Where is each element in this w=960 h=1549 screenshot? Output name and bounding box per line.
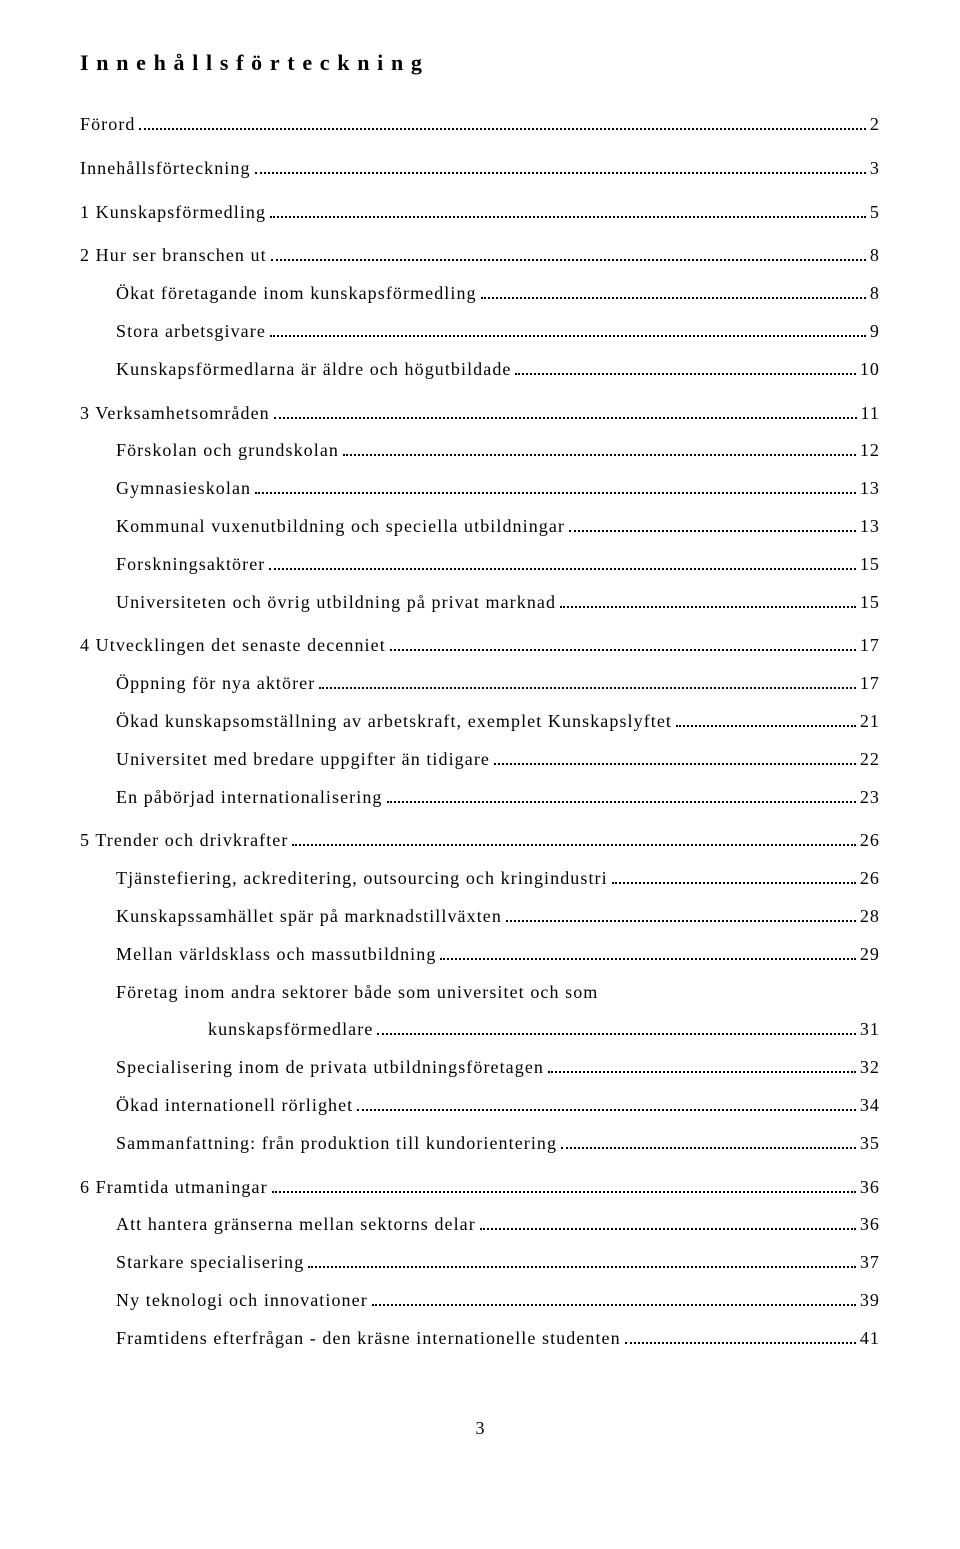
toc-entry-page: 13 <box>860 470 880 508</box>
toc-entry-label: Framtidens efterfrågan - den kräsne inte… <box>116 1320 621 1358</box>
toc-leader-dots <box>270 216 866 218</box>
toc-leader-dots <box>292 844 855 846</box>
toc-entry-page: 12 <box>860 432 880 470</box>
toc-entry-page: 36 <box>860 1206 880 1244</box>
toc-leader-dots <box>271 259 866 261</box>
toc-leader-dots <box>255 172 866 174</box>
toc-entry-page: 26 <box>860 822 880 860</box>
toc-entry-page: 5 <box>870 194 880 232</box>
toc-leader-dots <box>560 606 856 608</box>
toc-entry-page: 32 <box>860 1049 880 1087</box>
toc-leader-dots <box>270 335 866 337</box>
toc-entry-label: Kunskapsförmedlarna är äldre och högutbi… <box>116 351 511 389</box>
page-title: Innehållsförteckning <box>80 50 880 76</box>
toc-entry-label: Stora arbetsgivare <box>116 313 266 351</box>
toc-entry-page: 2 <box>870 106 880 144</box>
toc-entry-label: 1 Kunskapsförmedling <box>80 194 266 232</box>
toc-entry-page: 31 <box>860 1011 880 1049</box>
toc-leader-dots <box>377 1033 855 1035</box>
toc-leader-dots <box>548 1071 856 1073</box>
toc-entry-label: En påbörjad internationalisering <box>116 779 383 817</box>
toc-entry-page: 8 <box>870 237 880 275</box>
toc-entry-label: Öppning för nya aktörer <box>116 665 315 703</box>
toc-entry-page: 41 <box>860 1320 880 1358</box>
toc-entry-label: Ökad kunskapsomställning av arbetskraft,… <box>116 703 672 741</box>
toc-leader-dots <box>480 1228 856 1230</box>
toc-entry-label: Gymnasieskolan <box>116 470 251 508</box>
toc-entry-label: Kunskapssamhället spär på marknadstillvä… <box>116 898 502 936</box>
toc-entry-page: 9 <box>870 313 880 351</box>
toc-entry-page: 8 <box>870 275 880 313</box>
toc-leader-dots <box>494 763 856 765</box>
toc-leader-dots <box>274 417 857 419</box>
toc-entry-page: 26 <box>860 860 880 898</box>
toc-entry-page: 17 <box>860 665 880 703</box>
toc-entry-label: Företag inom andra sektorer både som uni… <box>116 974 598 1012</box>
toc-entry-label-continuation: kunskapsförmedlare <box>208 1011 373 1049</box>
toc-entry-page: 11 <box>861 395 881 433</box>
toc-leader-dots <box>515 373 855 375</box>
toc-entry-label: Ökad internationell rörlighet <box>116 1087 353 1125</box>
toc-leader-dots <box>372 1304 856 1306</box>
toc-entry-label: 4 Utvecklingen det senaste decenniet <box>80 627 386 665</box>
toc-leader-dots <box>440 958 855 960</box>
toc-entry-label: Tjänstefiering, ackreditering, outsourci… <box>116 860 608 898</box>
toc-entry-page: 13 <box>860 508 880 546</box>
toc-leader-dots <box>481 297 866 299</box>
toc-entry-page: 21 <box>860 703 880 741</box>
table-of-contents: Förord 2Innehållsförteckning 31 Kunskaps… <box>80 106 880 1358</box>
toc-leader-dots <box>569 530 856 532</box>
toc-entry-page: 29 <box>860 936 880 974</box>
toc-leader-dots <box>625 1342 856 1344</box>
toc-entry-label: 3 Verksamhetsområden <box>80 395 270 433</box>
toc-entry-page: 15 <box>860 546 880 584</box>
toc-entry-label: 2 Hur ser branschen ut <box>80 237 267 275</box>
toc-entry-label: Förskolan och grundskolan <box>116 432 339 470</box>
toc-entry-label: Innehållsförteckning <box>80 150 251 188</box>
toc-leader-dots <box>255 492 856 494</box>
toc-entry-label: 6 Framtida utmaningar <box>80 1169 268 1207</box>
toc-entry-label: Ny teknologi och innovationer <box>116 1282 368 1320</box>
toc-leader-dots <box>676 725 856 727</box>
toc-entry-label: Forskningsaktörer <box>116 546 265 584</box>
toc-entry-label: Sammanfattning: från produktion till kun… <box>116 1125 557 1163</box>
toc-leader-dots <box>269 568 855 570</box>
toc-entry-page: 3 <box>870 150 880 188</box>
toc-entry-page: 37 <box>860 1244 880 1282</box>
toc-entry-label: Mellan världsklass och massutbildning <box>116 936 436 974</box>
toc-entry-label: Universiteten och övrig utbildning på pr… <box>116 584 556 622</box>
toc-leader-dots <box>506 920 856 922</box>
toc-entry-page: 35 <box>860 1125 880 1163</box>
toc-leader-dots <box>612 882 856 884</box>
toc-entry-label: Specialisering inom de privata utbildnin… <box>116 1049 544 1087</box>
toc-entry-page: 10 <box>860 351 880 389</box>
toc-entry-page: 39 <box>860 1282 880 1320</box>
toc-entry-label: Kommunal vuxenutbildning och speciella u… <box>116 508 565 546</box>
footer-page-number: 3 <box>80 1418 880 1439</box>
toc-leader-dots <box>561 1147 856 1149</box>
toc-entry-label: Ökat företagande inom kunskapsförmedling <box>116 275 477 313</box>
toc-leader-dots <box>357 1109 856 1111</box>
toc-leader-dots <box>139 128 865 130</box>
toc-entry-page: 23 <box>860 779 880 817</box>
toc-leader-dots <box>390 649 856 651</box>
toc-leader-dots <box>343 454 856 456</box>
toc-leader-dots <box>272 1191 856 1193</box>
toc-entry-page: 28 <box>860 898 880 936</box>
toc-entry-page: 34 <box>860 1087 880 1125</box>
toc-entry-label: 5 Trender och drivkrafter <box>80 822 288 860</box>
toc-entry-label: Universitet med bredare uppgifter än tid… <box>116 741 490 779</box>
toc-leader-dots <box>387 801 856 803</box>
toc-entry-page: 17 <box>860 627 880 665</box>
toc-entry-page: 15 <box>860 584 880 622</box>
toc-entry-page: 36 <box>860 1169 880 1207</box>
toc-leader-dots <box>319 687 856 689</box>
toc-entry-label: Att hantera gränserna mellan sektorns de… <box>116 1206 476 1244</box>
toc-entry-label: Starkare specialisering <box>116 1244 304 1282</box>
toc-entry-page: 22 <box>860 741 880 779</box>
toc-leader-dots <box>308 1266 856 1268</box>
toc-entry-label: Förord <box>80 106 135 144</box>
